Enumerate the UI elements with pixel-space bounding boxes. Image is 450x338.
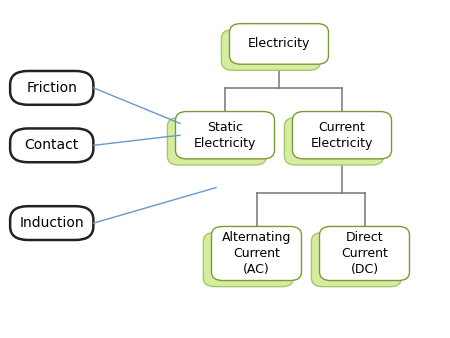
FancyBboxPatch shape <box>167 118 266 165</box>
FancyBboxPatch shape <box>292 112 392 159</box>
FancyBboxPatch shape <box>230 24 328 64</box>
FancyBboxPatch shape <box>221 30 320 70</box>
Text: Friction: Friction <box>26 81 77 95</box>
FancyBboxPatch shape <box>10 71 94 105</box>
FancyBboxPatch shape <box>320 226 410 281</box>
Text: Alternating
Current
(AC): Alternating Current (AC) <box>222 231 291 276</box>
FancyBboxPatch shape <box>284 118 383 165</box>
FancyBboxPatch shape <box>10 206 94 240</box>
Text: Direct
Current
(DC): Direct Current (DC) <box>341 231 388 276</box>
Text: Induction: Induction <box>19 216 84 230</box>
FancyBboxPatch shape <box>212 226 302 281</box>
FancyBboxPatch shape <box>311 233 401 287</box>
FancyBboxPatch shape <box>176 112 274 159</box>
FancyBboxPatch shape <box>203 233 293 287</box>
Text: Electricity: Electricity <box>248 38 310 50</box>
Text: Contact: Contact <box>25 138 79 152</box>
FancyBboxPatch shape <box>10 128 94 162</box>
Text: Current
Electricity: Current Electricity <box>311 121 373 150</box>
Text: Static
Electricity: Static Electricity <box>194 121 256 150</box>
